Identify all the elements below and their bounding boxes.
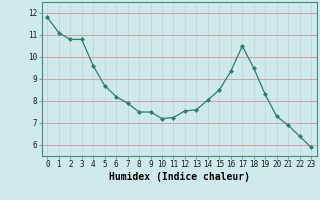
X-axis label: Humidex (Indice chaleur): Humidex (Indice chaleur) — [109, 172, 250, 182]
